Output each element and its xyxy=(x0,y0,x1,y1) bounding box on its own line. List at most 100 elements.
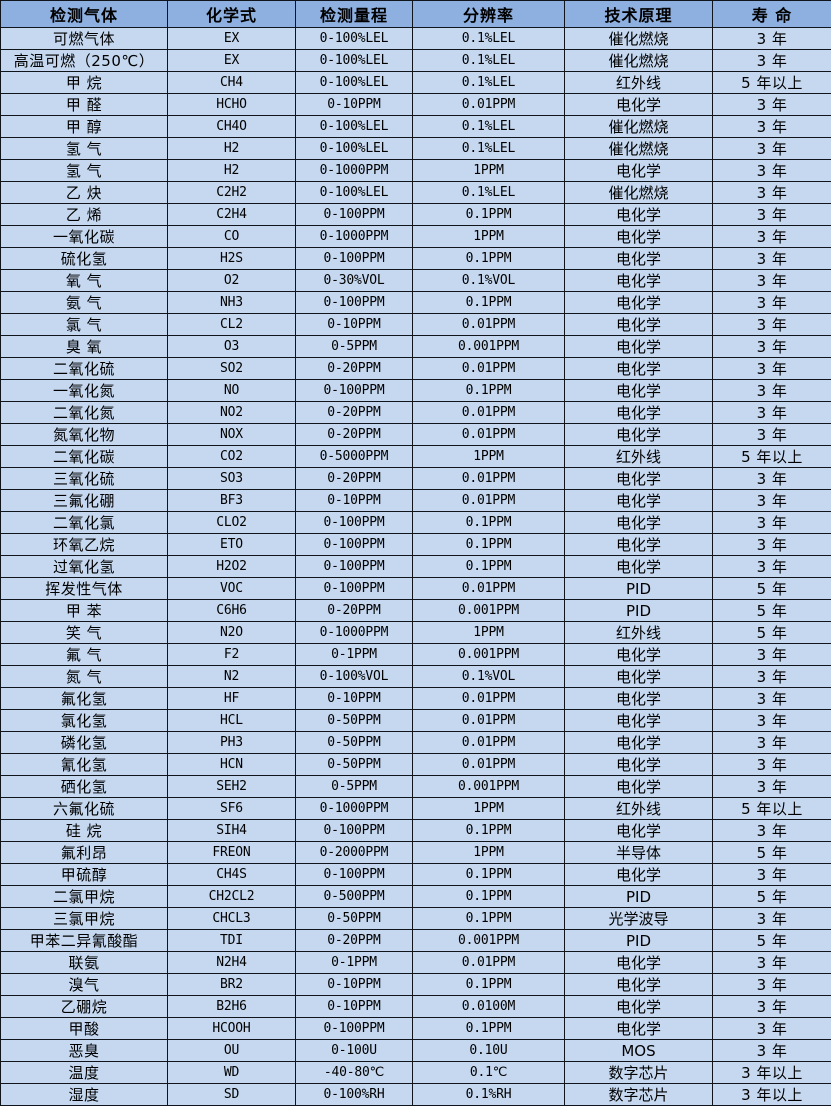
cell-gas: 甲苯二异氰酸酯 xyxy=(1,930,168,952)
cell-gas: 二氧化硫 xyxy=(1,358,168,380)
cell-lifetime: 3 年 xyxy=(713,248,831,270)
cell-technology: 光学波导 xyxy=(565,908,713,930)
cell-technology: 红外线 xyxy=(565,446,713,468)
cell-technology: MOS xyxy=(565,1040,713,1062)
cell-gas: 甲酸 xyxy=(1,1018,168,1040)
cell-range: 0-2000PPM xyxy=(296,842,413,864)
cell-gas: 高温可燃（250℃） xyxy=(1,50,168,72)
cell-lifetime: 3 年 xyxy=(713,754,831,776)
cell-formula: SIH4 xyxy=(168,820,296,842)
cell-lifetime: 3 年 xyxy=(713,534,831,556)
cell-gas: 硒化氢 xyxy=(1,776,168,798)
cell-technology: 电化学 xyxy=(565,776,713,798)
cell-range: 0-100%LEL xyxy=(296,182,413,204)
cell-technology: 电化学 xyxy=(565,556,713,578)
cell-lifetime: 3 年 xyxy=(713,116,831,138)
cell-lifetime: 3 年 xyxy=(713,138,831,160)
cell-formula: N2O xyxy=(168,622,296,644)
cell-technology: 电化学 xyxy=(565,336,713,358)
cell-range: 0-20PPM xyxy=(296,358,413,380)
cell-resolution: 0.1PPM xyxy=(413,512,565,534)
cell-resolution: 0.01PPM xyxy=(413,710,565,732)
cell-range: 0-1000PPM xyxy=(296,160,413,182)
cell-resolution: 0.1PPM xyxy=(413,380,565,402)
cell-technology: 红外线 xyxy=(565,798,713,820)
cell-lifetime: 3 年 xyxy=(713,226,831,248)
cell-gas: 湿度 xyxy=(1,1084,168,1106)
cell-range: 0-100%LEL xyxy=(296,138,413,160)
cell-formula: CH4 xyxy=(168,72,296,94)
cell-range: 0-100%LEL xyxy=(296,50,413,72)
cell-formula: C2H4 xyxy=(168,204,296,226)
cell-resolution: 0.1PPM xyxy=(413,556,565,578)
cell-formula: SF6 xyxy=(168,798,296,820)
cell-resolution: 0.1PPM xyxy=(413,204,565,226)
cell-resolution: 0.1%LEL xyxy=(413,50,565,72)
cell-range: 0-1000PPM xyxy=(296,622,413,644)
cell-resolution: 0.1%LEL xyxy=(413,182,565,204)
cell-range: 0-100PPM xyxy=(296,820,413,842)
cell-technology: 电化学 xyxy=(565,1018,713,1040)
cell-technology: 催化燃烧 xyxy=(565,50,713,72)
cell-technology: 电化学 xyxy=(565,996,713,1018)
cell-technology: PID xyxy=(565,578,713,600)
cell-gas: 三氧化硫 xyxy=(1,468,168,490)
cell-formula: O2 xyxy=(168,270,296,292)
cell-lifetime: 3 年 xyxy=(713,28,831,50)
cell-gas: 磷化氢 xyxy=(1,732,168,754)
cell-technology: PID xyxy=(565,930,713,952)
cell-technology: 电化学 xyxy=(565,754,713,776)
cell-lifetime: 3 年 xyxy=(713,776,831,798)
cell-lifetime: 3 年 xyxy=(713,50,831,72)
cell-resolution: 0.10U xyxy=(413,1040,565,1062)
cell-formula: TDI xyxy=(168,930,296,952)
cell-range: 0-50PPM xyxy=(296,710,413,732)
cell-resolution: 0.1PPM xyxy=(413,248,565,270)
cell-gas: 氟化氢 xyxy=(1,688,168,710)
cell-formula: CH4O xyxy=(168,116,296,138)
cell-lifetime: 5 年以上 xyxy=(713,446,831,468)
cell-lifetime: 3 年 xyxy=(713,94,831,116)
cell-resolution: 0.1PPM xyxy=(413,908,565,930)
cell-resolution: 1PPM xyxy=(413,160,565,182)
cell-lifetime: 3 年 xyxy=(713,974,831,996)
cell-technology: 电化学 xyxy=(565,248,713,270)
cell-lifetime: 3 年 xyxy=(713,644,831,666)
cell-technology: PID xyxy=(565,600,713,622)
cell-formula: VOC xyxy=(168,578,296,600)
cell-resolution: 0.1PPM xyxy=(413,820,565,842)
cell-range: 0-100%LEL xyxy=(296,72,413,94)
cell-lifetime: 3 年 xyxy=(713,1040,831,1062)
cell-gas: 甲 醛 xyxy=(1,94,168,116)
cell-technology: 电化学 xyxy=(565,864,713,886)
cell-lifetime: 3 年 xyxy=(713,952,831,974)
cell-lifetime: 3 年 xyxy=(713,160,831,182)
cell-gas: 二氧化氯 xyxy=(1,512,168,534)
cell-formula: HCOOH xyxy=(168,1018,296,1040)
cell-range: 0-1PPM xyxy=(296,644,413,666)
cell-resolution: 0.1PPM xyxy=(413,534,565,556)
cell-gas: 恶臭 xyxy=(1,1040,168,1062)
cell-gas: 氟 气 xyxy=(1,644,168,666)
cell-technology: 数字芯片 xyxy=(565,1084,713,1106)
cell-range: 0-100PPM xyxy=(296,380,413,402)
cell-gas: 六氟化硫 xyxy=(1,798,168,820)
cell-formula: SO2 xyxy=(168,358,296,380)
cell-gas: 硫化氢 xyxy=(1,248,168,270)
